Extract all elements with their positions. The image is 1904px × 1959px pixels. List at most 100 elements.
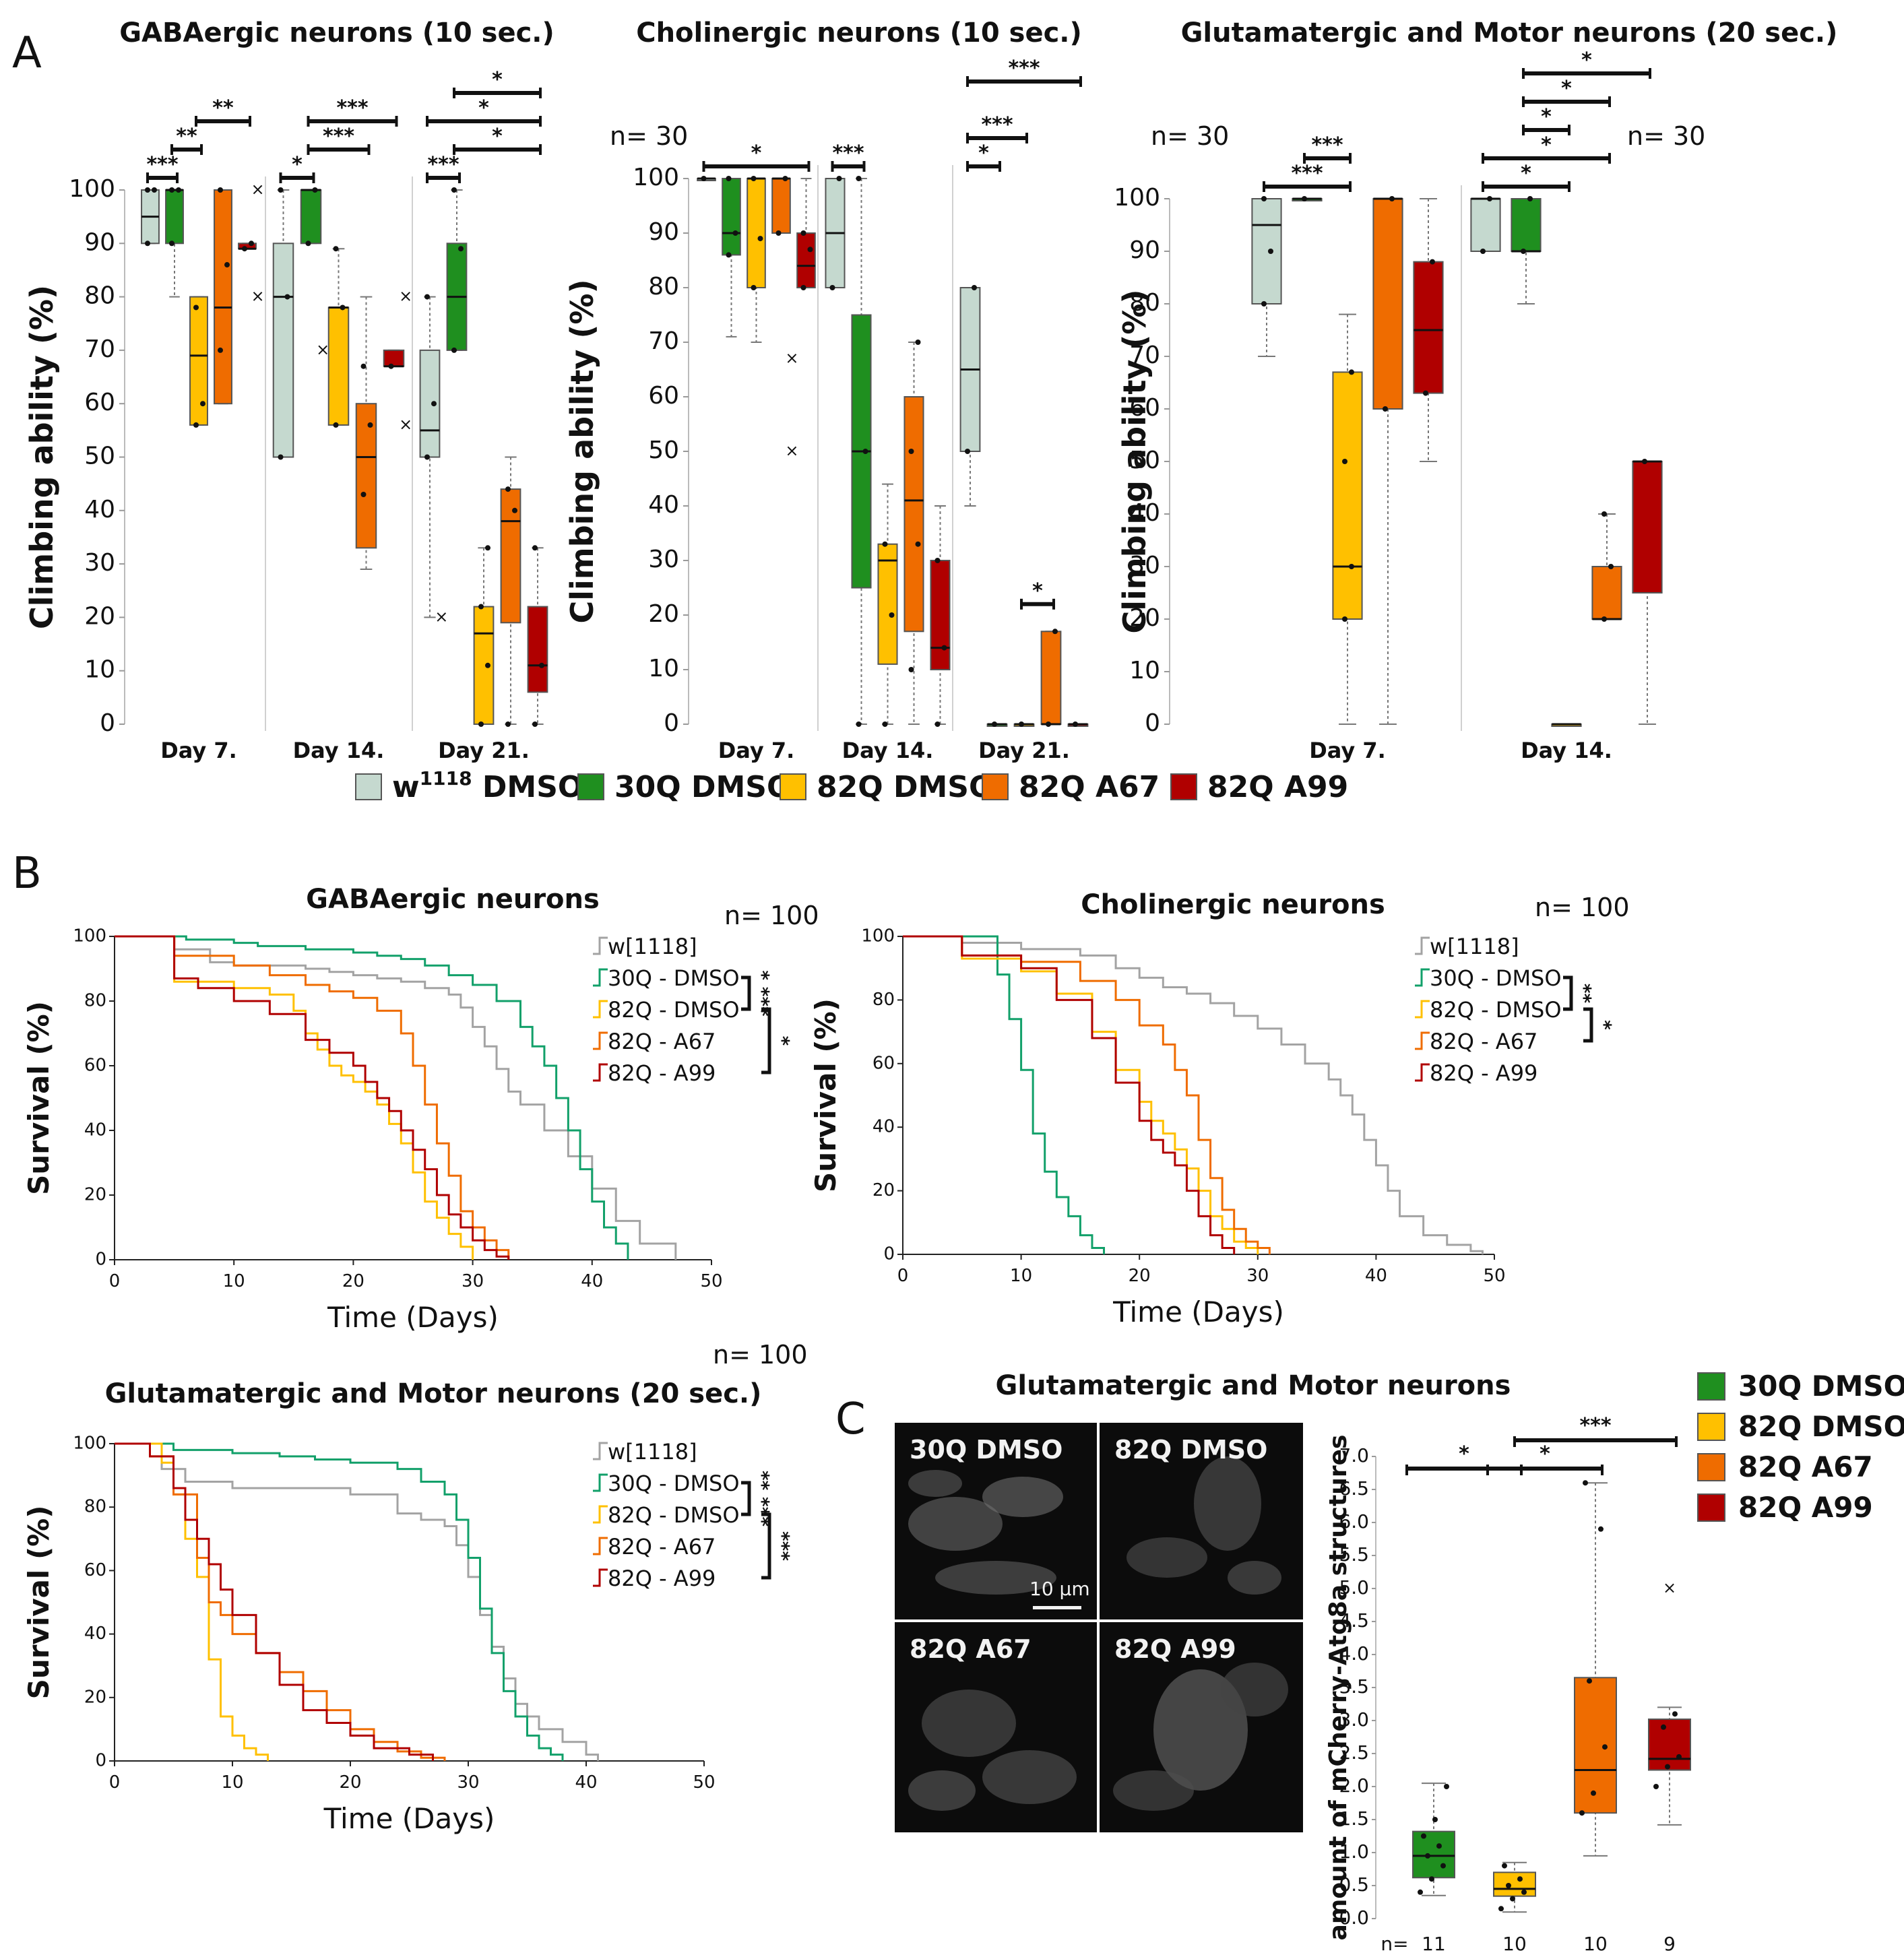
data-point xyxy=(145,187,150,193)
legend-swatch xyxy=(1697,1453,1725,1481)
data-point xyxy=(1389,196,1395,201)
legend-line xyxy=(593,1568,608,1587)
n-value: 10 xyxy=(1583,1933,1608,1955)
data-point xyxy=(1418,1889,1423,1895)
data-point xyxy=(451,187,457,193)
data-point xyxy=(1342,459,1347,464)
y-tick-label: 0 xyxy=(95,1250,106,1270)
box-2 xyxy=(1332,371,1363,620)
data-point xyxy=(478,721,484,727)
data-point xyxy=(1672,1711,1678,1717)
data-point xyxy=(882,541,888,547)
data-point xyxy=(451,347,457,353)
legend-line xyxy=(1415,936,1430,955)
legend-label: 82Q - DMSO xyxy=(608,997,740,1023)
data-point xyxy=(782,176,788,181)
y-tick-label: 70 xyxy=(648,327,679,355)
n-label: n= 100 xyxy=(713,1340,808,1370)
legend-line xyxy=(1415,968,1430,987)
legend-swatch xyxy=(780,773,806,800)
legend-swatch xyxy=(1697,1372,1725,1401)
outlier-mark: × xyxy=(251,287,264,306)
survival-curve xyxy=(115,1442,446,1761)
box-4 xyxy=(930,560,951,670)
micrograph-texture xyxy=(908,1470,1063,1595)
y-tick-label: 0.5 xyxy=(1339,1873,1369,1896)
micrograph-82q-a99: 82Q A99 xyxy=(1100,1622,1303,1832)
x-tick-label: 40 xyxy=(575,1772,597,1793)
outlier-mark: × xyxy=(316,340,329,359)
significance-label: *** xyxy=(427,153,459,176)
data-point xyxy=(1302,196,1307,201)
survival-curve xyxy=(903,935,1236,1254)
data-point xyxy=(1261,196,1267,201)
y-axis-label: Climbing ability (%) xyxy=(24,285,60,629)
y-tick-label: 5.0 xyxy=(1339,1576,1369,1599)
data-point xyxy=(431,401,437,407)
day-label: Day 14. xyxy=(293,738,385,763)
y-tick-label: 20 xyxy=(1129,604,1160,632)
legend-line xyxy=(593,1537,608,1555)
y-tick-label: 70 xyxy=(1129,342,1160,369)
chart-title: GABAergic neurons xyxy=(306,884,600,915)
data-point xyxy=(200,401,205,407)
box-0 xyxy=(272,243,294,458)
y-tick-label: 0 xyxy=(1145,709,1160,737)
scale-bar-label: 10 µm xyxy=(1029,1578,1090,1600)
micrograph-30q-dmso: 30Q DMSO 10 µm xyxy=(895,1423,1097,1619)
legend-label: 82Q A67 xyxy=(1019,770,1160,804)
x-tick-label: 0 xyxy=(109,1271,121,1291)
data-point xyxy=(829,285,835,290)
significance-label: * xyxy=(1561,77,1572,100)
y-axis-label: amount of mCherry-Atg8a structures xyxy=(1325,1435,1352,1941)
significance-label: * xyxy=(1541,105,1552,129)
legend-label: 82Q - DMSO xyxy=(608,1502,740,1528)
micrograph-82q-dmso: 82Q DMSO xyxy=(1100,1423,1303,1619)
data-point xyxy=(278,187,284,193)
survival-curve xyxy=(115,935,629,1260)
data-point xyxy=(726,176,732,181)
data-point xyxy=(176,187,181,193)
legend-line xyxy=(593,1000,608,1019)
x-tick-label: 50 xyxy=(1483,1266,1505,1286)
data-point xyxy=(1349,564,1354,569)
data-point xyxy=(1444,1784,1449,1789)
n-label: n= 30 xyxy=(610,121,688,151)
box-1 xyxy=(1511,198,1542,252)
data-point xyxy=(836,176,842,181)
y-tick-label: 80 xyxy=(872,990,895,1010)
data-point xyxy=(1601,511,1607,517)
y-tick-label: 6.0 xyxy=(1339,1510,1369,1533)
data-point xyxy=(908,449,914,454)
y-tick-label: 40 xyxy=(648,491,679,519)
data-point xyxy=(145,240,150,247)
survival-curve xyxy=(115,935,474,1260)
y-tick-label: 0.0 xyxy=(1339,1906,1369,1929)
data-point xyxy=(1429,1876,1434,1882)
outlier-mark: × xyxy=(435,607,448,626)
data-point xyxy=(1527,196,1533,201)
data-point xyxy=(1598,1526,1604,1532)
significance-label: * xyxy=(292,153,303,176)
data-point xyxy=(532,545,538,551)
box-3 xyxy=(771,178,791,234)
y-tick-label: 10 xyxy=(648,655,679,682)
legend-label: 30Q - DMSO xyxy=(1430,965,1562,991)
box-2 xyxy=(1493,1871,1536,1897)
y-tick-label: 80 xyxy=(648,273,679,300)
y-tick-label: 30 xyxy=(1129,552,1160,579)
legend-label: 30Q - DMSO xyxy=(608,965,740,991)
y-tick-label: 40 xyxy=(1129,499,1160,527)
box-4 xyxy=(527,606,548,693)
legend-label: 82Q - DMSO xyxy=(1430,997,1562,1023)
legend-swatch xyxy=(1170,773,1197,800)
y-tick-label: 0 xyxy=(100,709,115,737)
data-point xyxy=(934,558,941,563)
data-point xyxy=(941,645,947,651)
x-axis-label: Time (Days) xyxy=(327,1301,499,1334)
legend-label: 82Q - A67 xyxy=(1430,1029,1537,1054)
legend-label: 82Q DMSO xyxy=(1738,1410,1904,1443)
y-axis-label: Survival (%) xyxy=(809,998,842,1192)
survival-curve xyxy=(115,1442,599,1761)
